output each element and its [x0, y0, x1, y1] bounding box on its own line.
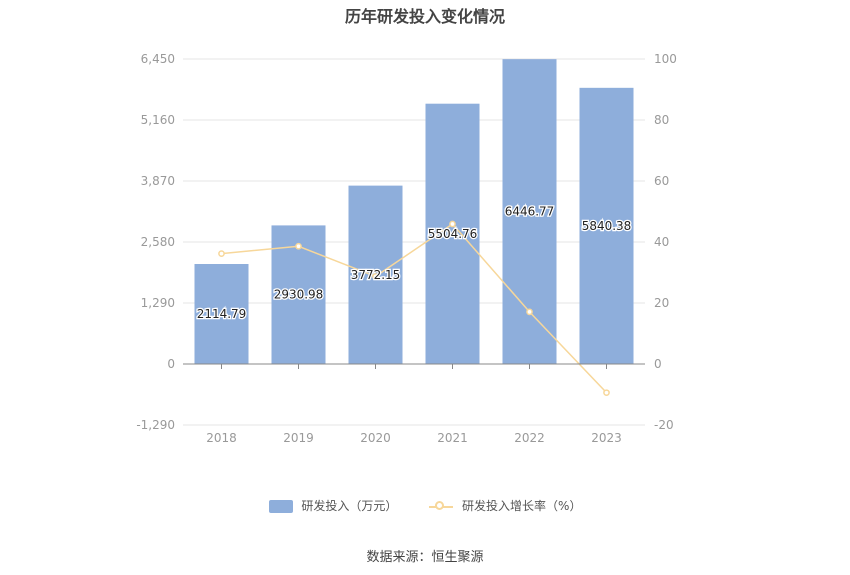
legend-line-label: 研发投入增长率（%） — [462, 499, 582, 513]
x-tick-label: 2020 — [360, 431, 391, 445]
y-right-tick-label: 20 — [654, 296, 669, 310]
bar-value-label: 2114.79 — [197, 307, 247, 321]
legend-bar-swatch — [268, 500, 293, 513]
data-source: 数据来源：恒生聚源 — [366, 550, 484, 565]
bar-value-label: 3772.15 — [351, 268, 401, 282]
x-tick-label: 2022 — [514, 431, 545, 445]
y-right-tick-label: -20 — [654, 418, 674, 432]
y-right-tick-label: 60 — [654, 174, 669, 188]
bar — [579, 87, 634, 364]
growth-line — [221, 223, 608, 394]
growth-point — [295, 242, 302, 250]
legend-item-bar[interactable]: 研发投入（万元） — [268, 497, 398, 514]
x-tick-label: 2019 — [283, 431, 314, 445]
legend-bar-label: 研发投入（万元） — [301, 499, 398, 513]
y-right-tick-label: 80 — [654, 113, 669, 127]
growth-point — [526, 308, 533, 316]
x-tick-label: 2021 — [437, 431, 468, 445]
growth-point — [449, 220, 456, 228]
y-left-tick-label: 2,580 — [141, 235, 175, 249]
y-right-tick-label: 100 — [654, 52, 677, 66]
legend-item-line[interactable]: 研发投入增长率（%） — [429, 497, 581, 514]
chart-title: 历年研发投入变化情况 — [344, 7, 505, 26]
y-left-tick-label: 1,290 — [141, 296, 175, 310]
bar-value-label: 5504.76 — [428, 227, 478, 241]
bar — [425, 103, 480, 365]
bar-value-label: 6446.77 — [505, 205, 555, 219]
y-right-tick-label: 0 — [654, 357, 662, 371]
growth-point — [218, 250, 225, 257]
chart-legend: 研发投入（万元） 研发投入增长率（%） — [0, 497, 850, 514]
bar — [194, 263, 249, 364]
growth-point — [603, 389, 610, 397]
growth-point — [372, 273, 379, 280]
chart-canvas: 2114.79 2930.98 3772.15 5504.76 6446.77 5840.… — [136, 52, 677, 445]
y-right-tick-label: 40 — [654, 235, 669, 249]
x-tick-label: 2018 — [206, 431, 237, 445]
bar-value-label: 2930.98 — [274, 288, 324, 302]
y-left-tick-label: 6,450 — [141, 52, 175, 66]
y-left-tick-label: 0 — [167, 357, 175, 371]
y-left-tick-label: 5,160 — [141, 113, 175, 127]
x-tick-label: 2023 — [591, 431, 622, 445]
bar-value-label: 5840.38 — [582, 219, 632, 233]
y-left-tick-label: -1,290 — [136, 418, 175, 432]
y-left-tick-label: 3,870 — [141, 174, 175, 188]
legend-line-swatch — [429, 500, 454, 513]
